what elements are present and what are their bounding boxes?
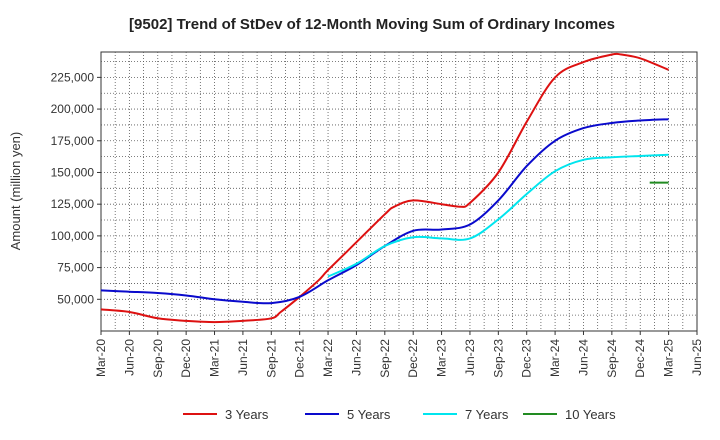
x-tick-label: Jun-20 xyxy=(122,339,136,376)
x-tick-label: Jun-21 xyxy=(236,339,250,376)
chart-title: [9502] Trend of StDev of 12-Month Moving… xyxy=(129,16,615,33)
legend: 3 Years 5 Years 7 Years 10 Years xyxy=(183,407,616,422)
y-axis-label: Amount (million yen) xyxy=(8,132,23,251)
x-tick-label: Dec-24 xyxy=(633,339,647,378)
y-tick-label: 175,000 xyxy=(51,134,95,148)
gridlines xyxy=(101,52,697,331)
series-line-3-years xyxy=(100,52,669,324)
y-axis: 50,000 75,000 100,000 125,000 150,000 175,000… xyxy=(51,70,101,306)
x-tick-label: Jun-24 xyxy=(576,339,590,376)
y-tick-label: 75,000 xyxy=(57,261,94,275)
x-tick-label: Jun-25 xyxy=(690,339,704,376)
x-tick-label: Mar-24 xyxy=(548,339,562,377)
x-tick-label: Jun-23 xyxy=(463,339,477,376)
y-tick-label: 200,000 xyxy=(51,102,95,116)
series-lines xyxy=(100,52,669,324)
legend-label-10-years: 10 Years xyxy=(565,407,616,422)
legend-label-5-years: 5 Years xyxy=(347,407,391,422)
x-tick-label: Mar-21 xyxy=(208,339,222,377)
x-tick-label: Dec-20 xyxy=(179,339,193,378)
x-tick-label: Mar-20 xyxy=(94,339,108,377)
x-tick-label: Jun-22 xyxy=(349,339,363,376)
series-line-7-years xyxy=(327,153,669,278)
y-tick-label: 150,000 xyxy=(51,165,95,179)
x-tick-label: Sep-22 xyxy=(378,339,392,378)
plot-area xyxy=(100,51,698,332)
x-tick-label: Dec-23 xyxy=(520,339,534,378)
x-tick-label: Sep-24 xyxy=(605,339,619,378)
x-axis: Mar-20 Jun-20 Sep-20 Dec-20 Mar-21 Jun-21 Sep-… xyxy=(94,331,704,378)
legend-label-7-years: 7 Years xyxy=(465,407,509,422)
legend-label-3-years: 3 Years xyxy=(225,407,269,422)
x-tick-label: Sep-20 xyxy=(151,339,165,378)
x-tick-label: Sep-23 xyxy=(491,339,505,378)
x-tick-label: Mar-22 xyxy=(321,339,335,377)
y-tick-label: 225,000 xyxy=(51,70,95,84)
x-tick-label: Dec-22 xyxy=(406,339,420,378)
x-tick-label: Mar-25 xyxy=(662,339,676,377)
y-tick-label: 125,000 xyxy=(51,197,95,211)
y-tick-label: 50,000 xyxy=(57,292,94,306)
x-tick-label: Mar-23 xyxy=(435,339,449,377)
x-tick-label: Sep-21 xyxy=(264,339,278,378)
x-tick-label: Dec-21 xyxy=(293,339,307,378)
y-tick-label: 100,000 xyxy=(51,229,95,243)
